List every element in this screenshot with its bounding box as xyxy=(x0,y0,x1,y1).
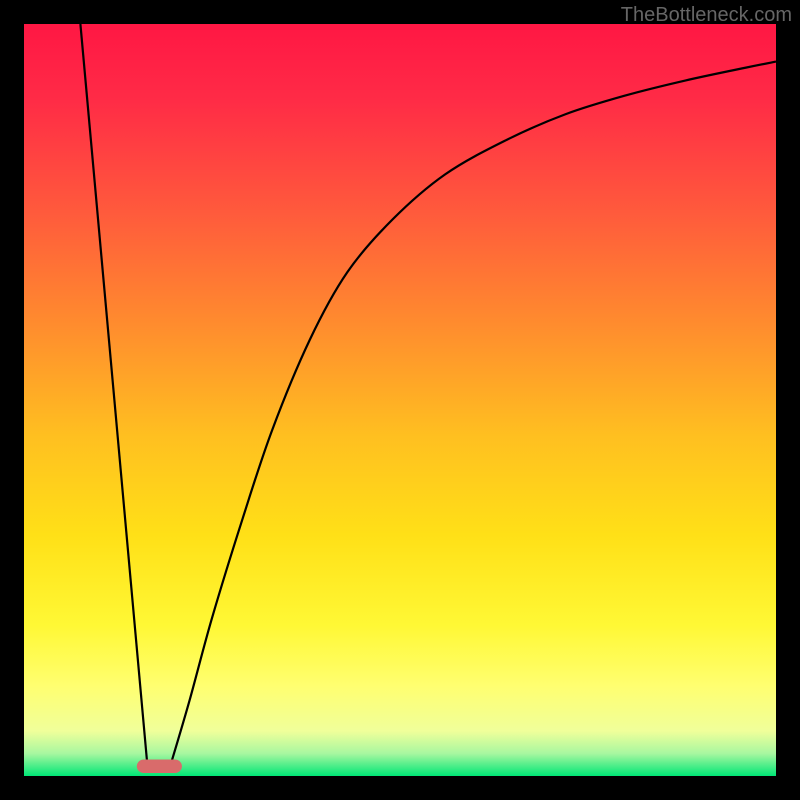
optimal-marker xyxy=(137,759,182,773)
gradient-background xyxy=(24,24,776,776)
bottleneck-chart xyxy=(0,0,800,800)
chart-container: TheBottleneck.com xyxy=(0,0,800,800)
watermark-text: TheBottleneck.com xyxy=(621,4,792,27)
